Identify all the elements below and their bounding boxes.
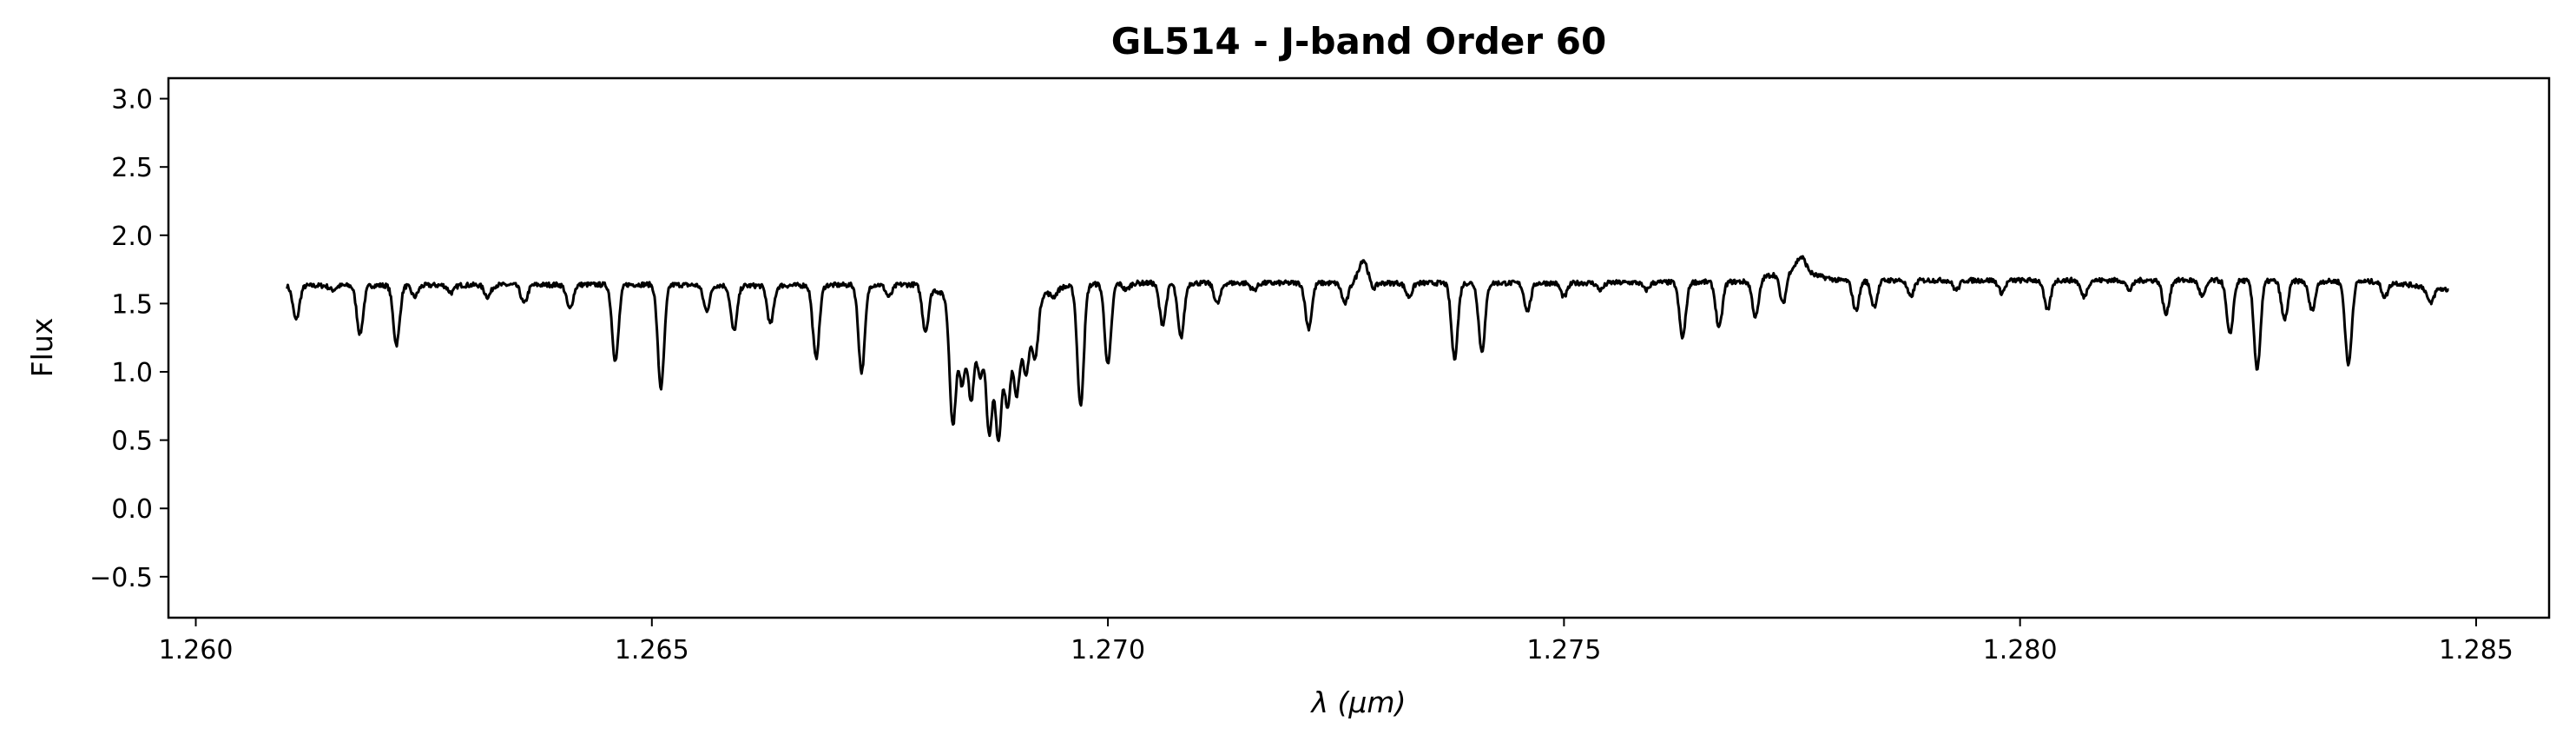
y-tick-label: 2.0 xyxy=(111,222,153,252)
x-tick-label: 1.285 xyxy=(2439,635,2513,665)
y-axis-label: Flux xyxy=(25,318,59,378)
y-tick-label: 3.0 xyxy=(111,85,153,116)
x-tick-label: 1.270 xyxy=(1071,635,1145,665)
y-tick-label: 0.5 xyxy=(111,427,153,457)
x-tick-label: 1.260 xyxy=(159,635,234,665)
y-tick-label: 2.5 xyxy=(111,153,153,183)
y-tick-label: 1.0 xyxy=(111,358,153,388)
y-tick-label: 0.0 xyxy=(111,494,153,525)
x-tick-label: 1.280 xyxy=(1983,635,2058,665)
y-tick-label: −0.5 xyxy=(89,563,153,593)
y-tick-label: 1.5 xyxy=(111,289,153,320)
x-axis-label: λ (μm) xyxy=(1310,685,1407,719)
y-axis-ticks: −0.5 0.0 0.5 1.0 1.5 2.0 2.5 3.0 xyxy=(89,85,168,593)
spectrum-line-group xyxy=(286,255,2449,442)
x-tick-label: 1.275 xyxy=(1526,635,1601,665)
spectrum-line xyxy=(286,255,2449,442)
x-axis-ticks: 1.260 1.265 1.270 1.275 1.280 1.285 xyxy=(159,618,2513,665)
plot-frame xyxy=(167,76,2551,619)
chart-title: GL514 - J-band Order 60 xyxy=(1111,20,1606,63)
x-tick-label: 1.265 xyxy=(615,635,689,665)
